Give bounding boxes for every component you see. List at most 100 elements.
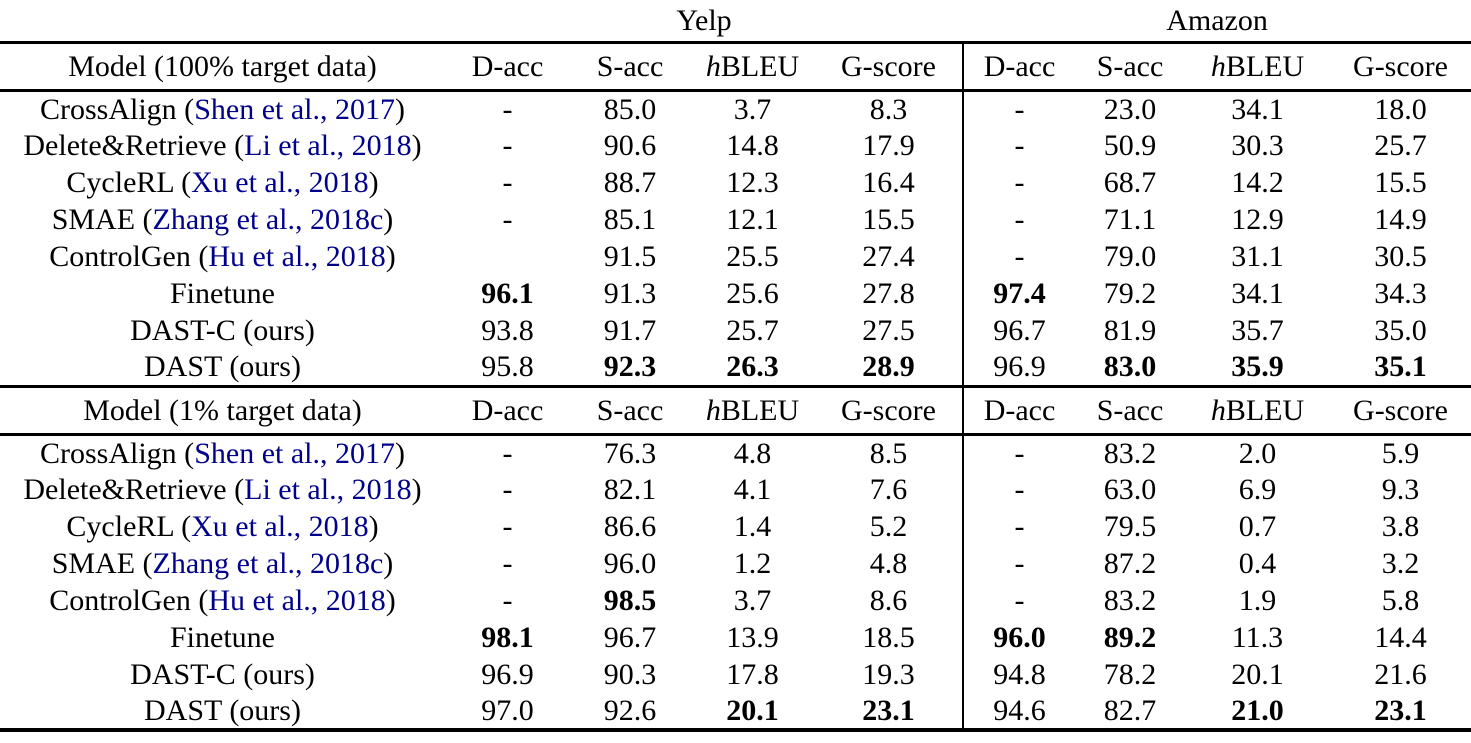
metric-value-cell: 19.3 bbox=[862, 658, 915, 691]
metric-value-cell: 25.7 bbox=[1374, 129, 1427, 162]
metric-value-cell: 87.2 bbox=[1103, 547, 1157, 580]
metric-value-cell: 71.1 bbox=[1103, 203, 1157, 236]
citation-link[interactable]: Xu et al., 2018 bbox=[191, 166, 369, 199]
metric-value-cell: 98.5 bbox=[603, 584, 657, 617]
table-row: DAST (ours) 97.0 92.6 20.1 23.1 94.6 82.7 21.0 2… bbox=[0, 693, 1471, 732]
corner-cell bbox=[0, 0, 445, 44]
metric-value-cell: 14.9 bbox=[1374, 203, 1427, 236]
model-cell: CycleRL (Xu et al., 2018) bbox=[0, 164, 445, 201]
citation-link[interactable]: Li et al., 2018 bbox=[244, 129, 412, 162]
metric-value-cell: 4.1 bbox=[733, 473, 772, 506]
metric-value-cell: - bbox=[502, 510, 513, 543]
table-row: DAST-C (ours) 93.8 91.7 25.7 27.5 96.7 81.9 35.… bbox=[0, 312, 1471, 349]
model-name-suffix: ) bbox=[385, 584, 396, 617]
metric-value-cell: 91.7 bbox=[603, 314, 657, 347]
metric-value-cell: 1.4 bbox=[733, 510, 772, 543]
metric-value-cell: 11.3 bbox=[1231, 621, 1284, 654]
model-name-suffix: ) bbox=[411, 129, 422, 162]
model-name-suffix: ) bbox=[395, 436, 405, 470]
model-name-suffix: ) bbox=[383, 203, 394, 236]
metric-value-cell: 96.1 bbox=[481, 277, 534, 310]
model-name-suffix: ) bbox=[385, 240, 396, 273]
metric-value-cell: 86.6 bbox=[603, 510, 657, 543]
model-name: Delete&Retrieve ( bbox=[23, 473, 245, 506]
metric-column-header: S-acc bbox=[1075, 386, 1185, 436]
metric-value-cell: 23.1 bbox=[1330, 693, 1471, 732]
metric-value-cell: 98.1 bbox=[481, 621, 534, 654]
citation-link[interactable]: Shen et al., 2017 bbox=[194, 92, 395, 126]
metric-value-cell: 85.1 bbox=[603, 203, 657, 236]
metric-value-cell: 34.1 bbox=[1231, 92, 1284, 126]
metric-column-header: G-score bbox=[815, 42, 963, 92]
citation-link[interactable]: Li et al., 2018 bbox=[244, 473, 412, 506]
metric-value-cell: 17.9 bbox=[862, 129, 915, 162]
model-name-suffix: ) bbox=[411, 473, 422, 506]
metric-label: D-acc bbox=[983, 393, 1056, 427]
citation-link[interactable]: Hu et al., 2018 bbox=[208, 240, 386, 273]
metric-value-cell: 89.2 bbox=[1103, 621, 1157, 654]
metric-column-header: hBLEU bbox=[690, 42, 815, 92]
metric-value-cell: 3.2 bbox=[1381, 547, 1420, 580]
metric-value-cell: 28.9 bbox=[815, 349, 963, 388]
metric-label: BLEU bbox=[720, 393, 800, 427]
metric-value-cell: - bbox=[962, 434, 1075, 471]
table-row: SMAE (Zhang et al., 2018c) - 85.1 12.1 15.5 -… bbox=[0, 201, 1471, 238]
table-row: ControlGen (Hu et al., 2018) 91.5 25.5 27.4… bbox=[0, 238, 1471, 275]
metric-value-cell: - bbox=[962, 508, 1075, 545]
metric-value-cell: 15.5 bbox=[1374, 166, 1427, 199]
metric-value-cell: 30.5 bbox=[1374, 240, 1427, 273]
metric-value-cell: 91.5 bbox=[603, 240, 657, 273]
metric-value-cell: 93.8 bbox=[481, 314, 534, 347]
model-name-suffix: ) bbox=[383, 547, 394, 580]
model-name: CrossAlign ( bbox=[40, 92, 195, 126]
metric-label: G-score bbox=[841, 393, 936, 427]
model-cell: SMAE (Zhang et al., 2018c) bbox=[0, 545, 445, 582]
table-row: Finetune 96.1 91.3 25.6 27.8 97.4 79.2 34.1 34.3 bbox=[0, 275, 1471, 312]
group-label-yelp: Yelp bbox=[445, 0, 963, 44]
metric-value-cell: 31.1 bbox=[1231, 240, 1284, 273]
metric-value-cell: 8.6 bbox=[869, 584, 908, 617]
metric-value-cell: 94.6 bbox=[962, 693, 1075, 732]
metric-value-cell: 12.9 bbox=[1231, 203, 1284, 236]
metric-value-cell: 76.3 bbox=[603, 436, 657, 470]
citation-link[interactable]: Xu et al., 2018 bbox=[191, 510, 369, 543]
metric-value-cell: 63.0 bbox=[1103, 473, 1157, 506]
metric-italic-prefix: h bbox=[705, 49, 721, 83]
metric-value-cell: 83.2 bbox=[1103, 436, 1157, 470]
section-header-row: Model (1% target data) D-acc S-acc hBLEU G-s… bbox=[0, 386, 1471, 436]
section-header-row: Model (100% target data) D-acc S-acc hBLEU G… bbox=[0, 42, 1471, 92]
metric-value-cell: 3.7 bbox=[733, 92, 772, 126]
citation-link[interactable]: Zhang et al., 2018c bbox=[152, 203, 384, 236]
model-cell: ControlGen (Hu et al., 2018) bbox=[0, 582, 445, 619]
metric-column-header: D-acc bbox=[962, 42, 1075, 92]
model-name: CrossAlign ( bbox=[40, 436, 195, 470]
metric-value-cell: 3.7 bbox=[733, 584, 772, 617]
table-row: ControlGen (Hu et al., 2018) - 98.5 3.7 8.6 -… bbox=[0, 582, 1471, 619]
metric-value-cell: 0.4 bbox=[1238, 547, 1277, 580]
metric-column-header: S-acc bbox=[1075, 42, 1185, 92]
metric-value-cell: - bbox=[502, 547, 513, 580]
model-name: DAST (ours) bbox=[144, 350, 301, 384]
model-name-suffix: ) bbox=[368, 510, 379, 543]
citation-link[interactable]: Hu et al., 2018 bbox=[208, 584, 386, 617]
metric-value-cell: 18.0 bbox=[1374, 92, 1427, 126]
metric-value-cell: 83.0 bbox=[1075, 349, 1185, 388]
model-cell: Finetune bbox=[0, 619, 445, 656]
model-cell: DAST-C (ours) bbox=[0, 656, 445, 693]
model-name: SMAE ( bbox=[51, 203, 153, 236]
metric-label: G-score bbox=[841, 49, 936, 83]
metric-value-cell: 26.3 bbox=[690, 349, 815, 388]
metric-value-cell: 25.5 bbox=[726, 240, 779, 273]
metric-value-cell: 23.0 bbox=[1103, 92, 1157, 126]
metric-value-cell: 27.4 bbox=[862, 240, 915, 273]
metric-value-cell: 16.4 bbox=[862, 166, 915, 199]
citation-link[interactable]: Shen et al., 2017 bbox=[194, 436, 395, 470]
metric-value-cell: 79.0 bbox=[1103, 240, 1157, 273]
citation-link[interactable]: Zhang et al., 2018c bbox=[152, 547, 384, 580]
model-cell: DAST (ours) bbox=[0, 349, 445, 388]
metric-value-cell: 96.7 bbox=[603, 621, 657, 654]
metric-value-cell: - bbox=[502, 473, 513, 506]
metric-label: BLEU bbox=[720, 49, 800, 83]
metric-column-header: G-score bbox=[1330, 386, 1471, 436]
metric-value-cell: - bbox=[502, 584, 513, 617]
